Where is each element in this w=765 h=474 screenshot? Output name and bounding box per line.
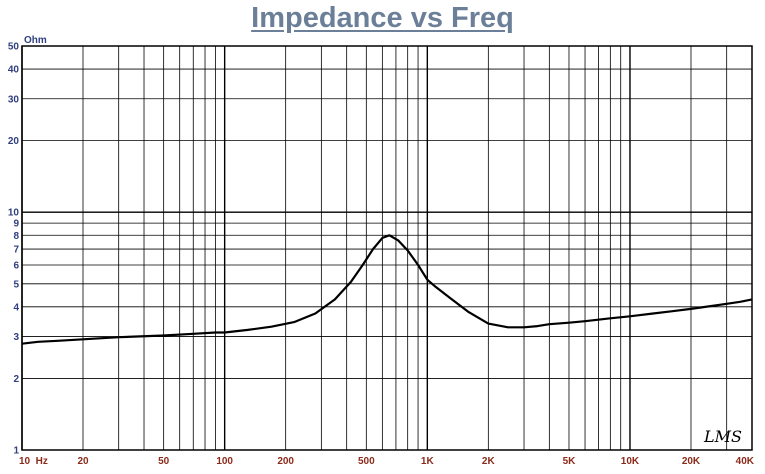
minor-grid	[22, 45, 753, 451]
x-tick-label: 20	[77, 456, 89, 467]
chart-title: Impedance vs Freq	[251, 2, 514, 34]
y-tick-label: 1	[13, 446, 19, 457]
y-tick-label: 6	[13, 260, 19, 271]
x-tick-label: 5K	[563, 456, 577, 467]
y-tick-label: 20	[8, 136, 20, 147]
y-unit-label: Ohm	[24, 35, 47, 46]
y-tick-label: 3	[13, 332, 19, 343]
y-tick-label: 2	[13, 374, 19, 385]
y-tick-label: 50	[8, 42, 20, 53]
x-tick-label: 40K	[736, 456, 755, 467]
x-tick-label: 10 Hz	[19, 456, 48, 467]
x-tick-label: 20K	[682, 456, 701, 467]
major-grid	[21, 46, 752, 450]
series-impedance-line	[21, 234, 753, 345]
y-tick-label: 40	[8, 65, 20, 76]
x-tick-label: 10K	[621, 456, 640, 467]
x-tick-label: 2K	[482, 456, 496, 467]
y-tick-label: 8	[13, 231, 19, 242]
y-tick-label: 10	[8, 208, 20, 219]
y-tick-label: 30	[8, 94, 20, 105]
y-tick-label: 7	[13, 245, 19, 256]
x-tick-label: 1K	[421, 456, 435, 467]
y-tick-label: 4	[13, 302, 19, 313]
x-tick-label: 500	[358, 456, 375, 467]
x-tick-label: 200	[277, 456, 294, 467]
x-tick-label: 50	[158, 456, 170, 467]
x-tick-label: 100	[216, 456, 233, 467]
lms-logo: LMS	[703, 427, 742, 446]
y-tick-label: 5	[13, 279, 19, 290]
y-tick-label: 9	[13, 219, 19, 230]
plot-frame	[21, 45, 753, 451]
x-tick-labels: 10 Hz 20 50 100 200 500 1K 2K 5K 10K 20K 40K	[19, 456, 755, 467]
